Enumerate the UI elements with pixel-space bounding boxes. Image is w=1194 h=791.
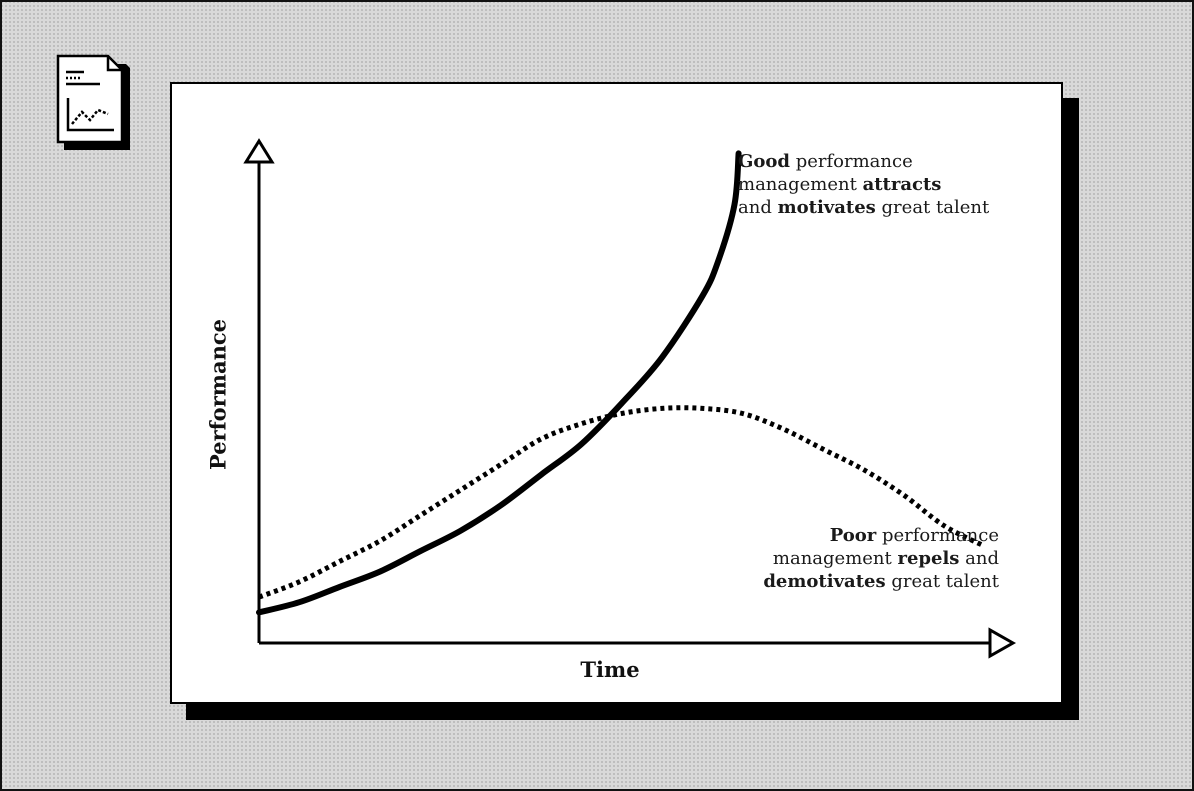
y-axis-label: Performance xyxy=(205,319,231,470)
good-annotation-line-3: and motivates great talent xyxy=(738,197,990,218)
series-layer xyxy=(256,150,986,616)
chart-axes xyxy=(243,138,1017,659)
x-axis-label: Time xyxy=(580,657,640,682)
poor-annotation-line-1: Poor performance xyxy=(829,525,999,546)
chart-card xyxy=(170,82,1063,704)
good-annotation: Good performance management attracts and… xyxy=(738,150,1038,219)
x-axis-arrow xyxy=(988,627,1017,659)
y-axis-arrow xyxy=(243,138,275,164)
document-chart-icon[interactable] xyxy=(56,54,130,152)
good-annotation-line-2: management attracts xyxy=(738,174,942,195)
poor-annotation: Poor performance management repels and d… xyxy=(700,524,999,593)
poor-performance-line xyxy=(258,405,986,600)
good-performance-line xyxy=(256,150,742,616)
good-annotation-line-1: Good performance xyxy=(738,151,913,172)
poor-annotation-line-3: demotivates great talent xyxy=(763,571,999,592)
poor-annotation-line-2: management repels and xyxy=(772,548,999,569)
